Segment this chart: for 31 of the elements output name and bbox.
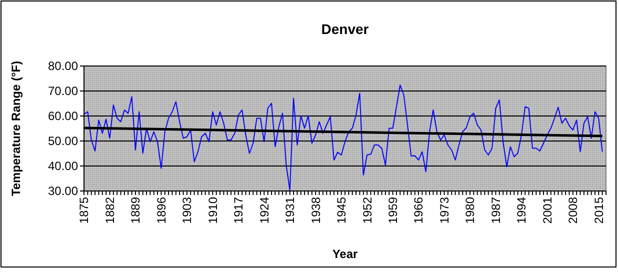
x-tick-label: 1924 (257, 196, 272, 224)
line-series (84, 84, 603, 190)
x-tick-label: 1959 (386, 196, 400, 224)
y-tick-label: 40.00 (48, 159, 78, 174)
y-tick-label: 70.00 (48, 84, 78, 98)
x-tick-label: 2001 (540, 196, 554, 224)
x-tick-label: 1882 (102, 196, 117, 224)
x-tick-label: 1889 (128, 196, 143, 224)
x-tick-label: 1945 (334, 196, 349, 224)
x-tick-label: 1980 (463, 196, 478, 224)
x-tick-label: 2008 (566, 196, 580, 224)
x-tick-label: 1917 (232, 196, 246, 224)
y-axis-title: Temperature Range (°F) (9, 60, 23, 196)
x-tick-label: 1896 (154, 196, 168, 224)
x-tick-label: 1875 (77, 196, 92, 224)
x-tick-label: 1987 (488, 196, 503, 224)
x-tick-label: 2015 (592, 196, 606, 224)
x-tick-label: 1952 (360, 196, 374, 224)
x-tick-label: 1931 (283, 196, 298, 224)
chart-title: Denver (321, 21, 370, 37)
x-tick-label: 1994 (514, 196, 529, 224)
x-tick-label: 1903 (180, 196, 194, 224)
y-tick-label: 50.00 (48, 134, 78, 148)
x-tick-label: 1973 (437, 196, 452, 224)
x-tick-label: 1966 (412, 196, 426, 224)
y-tick-label: 80.00 (48, 59, 78, 74)
x-tick-label: 1938 (308, 196, 323, 224)
y-tick-label: 60.00 (48, 109, 78, 124)
x-tick-label: 1910 (206, 196, 220, 224)
x-axis-title: Year (332, 247, 358, 261)
y-tick-label: 30.00 (48, 184, 78, 198)
